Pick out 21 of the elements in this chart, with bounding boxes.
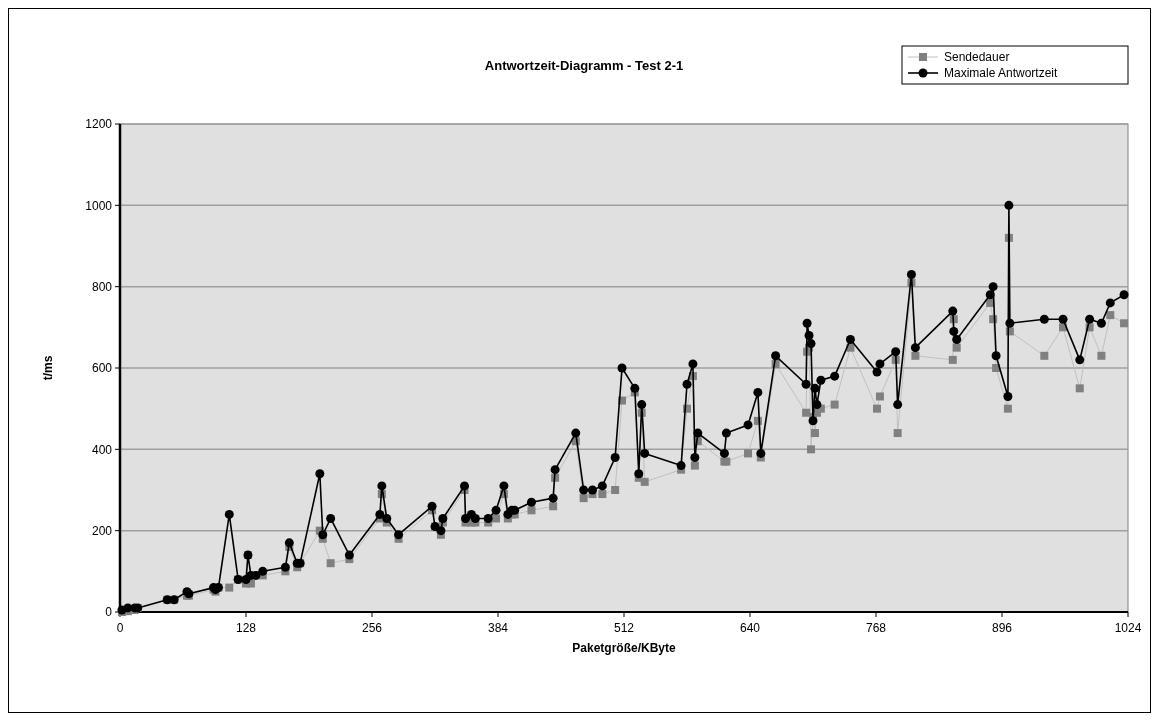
chart-title: Antwortzeit-Diagramm - Test 2-1 [484,58,684,73]
x-tick-label: 896 [991,621,1013,635]
x-tick-label: 512 [613,621,635,635]
x-axis-title: Paketgröße/KByte [572,641,676,655]
x-tick-label: 1024 [1114,621,1142,635]
y-tick-label: 400 [91,442,113,457]
y-tick-label: 0 [105,605,113,620]
y-tick-label: 1000 [85,198,113,213]
legend-label: Maximale Antwortzeit [944,66,1059,81]
x-tick-label: 0 [116,621,124,635]
legend-label: Sendedauer [944,50,1010,65]
y-tick-label: 200 [91,523,113,538]
x-tick-label: 128 [235,621,257,635]
y-tick-label: 800 [91,279,113,294]
x-tick-label: 768 [865,621,887,635]
y-tick-label: 600 [91,361,113,376]
x-tick-label: 384 [487,621,509,635]
y-axis-title: t/ms [41,355,55,381]
y-tick-label: 1200 [85,117,113,132]
x-tick-label: 256 [361,621,383,635]
x-tick-label: 640 [739,621,761,635]
